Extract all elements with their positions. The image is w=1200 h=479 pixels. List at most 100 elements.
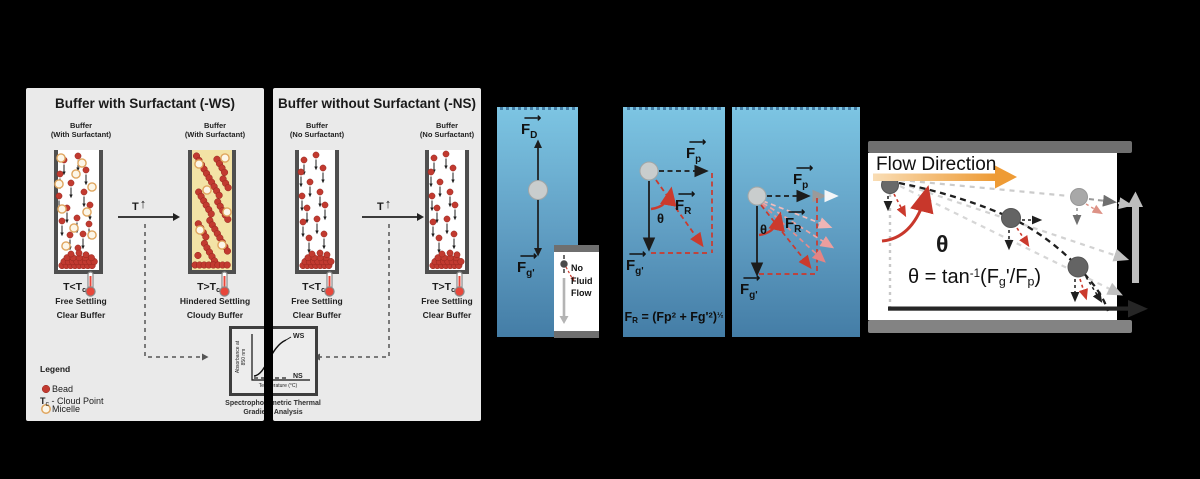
vertical-displacement-arrow bbox=[1127, 191, 1143, 283]
resultant-force-label: ⟶ FR bbox=[785, 205, 806, 235]
temp-condition-label: T>Tc bbox=[432, 281, 455, 294]
particle-bead bbox=[528, 180, 548, 200]
ws-curve-label: WS bbox=[293, 333, 305, 340]
fr-variant-arrow bbox=[762, 200, 833, 229]
settling-red-arrow bbox=[565, 266, 575, 282]
force-panel-b-graphics bbox=[639, 161, 713, 254]
thermometer-icon bbox=[85, 271, 230, 297]
force-panel-a-graphics bbox=[528, 139, 548, 257]
theta-arc bbox=[650, 186, 677, 211]
flow-channel-graphics bbox=[868, 141, 1148, 333]
legend-item-cloud-point: Tc - Cloud Point bbox=[40, 396, 104, 408]
temperature-ramp-label: T↑ bbox=[377, 196, 392, 213]
vector-arrow-icon: ⟶ bbox=[796, 161, 814, 175]
buffer-state-label: Clear Buffer bbox=[422, 310, 472, 320]
bead-scatter bbox=[297, 151, 335, 270]
vector-arrow-icon: ⟶ bbox=[629, 247, 647, 261]
ws-panel: Buffer with Surfactant (-WS) Buffer (Wit… bbox=[26, 88, 264, 421]
no-flow-graphics bbox=[559, 255, 575, 324]
tube-label: Buffer (With Surfactant) bbox=[184, 121, 246, 139]
inset-caption: Spectrophotometric Thermal Gradient Anal… bbox=[225, 400, 321, 416]
resultant-formula: FR = (Fp2 + Fg'2)½ bbox=[624, 310, 724, 326]
channel-wall-bottom bbox=[868, 320, 1132, 333]
force-panel-c-graphics bbox=[747, 186, 839, 277]
perpendicular-force-label: ⟶ Fp bbox=[793, 161, 814, 191]
gravity-force-label: ⟶ Fg' bbox=[626, 247, 647, 277]
tube-label: Buffer (No Surfactant) bbox=[289, 121, 345, 139]
buffer-state-label: Clear Buffer bbox=[292, 310, 342, 320]
channel-bottom-arrow bbox=[888, 300, 1148, 318]
temperature-ramp-label: T↑ bbox=[132, 196, 147, 213]
flow-direction-arrow bbox=[873, 165, 1017, 189]
channel-wall-top bbox=[868, 141, 1132, 153]
perpendicular-force-label: ⟶ Fp bbox=[686, 135, 707, 165]
settling-state-label: Hindered Settling bbox=[179, 296, 251, 306]
force-panel-angles: ⟶ Fp ⟶ FR ⟶ Fg' θ bbox=[732, 107, 860, 337]
buffer-state-label: Clear Buffer bbox=[56, 310, 106, 320]
ns-panel-title: Buffer without Surfactant (-NS) bbox=[278, 96, 476, 111]
theta-arc bbox=[881, 185, 934, 243]
particle-bead bbox=[1001, 208, 1021, 228]
dashed-connector bbox=[144, 224, 209, 361]
ws-panel-graphics bbox=[41, 150, 236, 414]
vector-arrow-icon: ⟶ bbox=[524, 111, 542, 125]
inset-xlabel: Temperature (°C) bbox=[258, 383, 298, 389]
settling-gray-arrow bbox=[559, 278, 569, 324]
bead-scatter bbox=[427, 150, 465, 270]
tube-label: Buffer (No Surfactant) bbox=[419, 121, 475, 139]
inset-ylabel: Absorbance at 850 nm bbox=[235, 340, 247, 374]
flow-direction-label: Flow Direction bbox=[876, 154, 997, 175]
fr-variant-arrow bbox=[762, 202, 835, 249]
temp-condition-label: T<Tc bbox=[63, 281, 86, 294]
up-arrow-icon: ↑ bbox=[139, 196, 147, 211]
vector-arrow-icon: ⟶ bbox=[689, 135, 707, 149]
bead-resultant-arrow bbox=[893, 193, 907, 218]
channel-wall bbox=[554, 331, 599, 338]
legend-bead-icon bbox=[41, 384, 51, 394]
theta-label: θ bbox=[760, 222, 768, 237]
deflection-angle-formula: θ = tan-1(Fg'/Fp) bbox=[908, 266, 1042, 289]
theta-arc bbox=[758, 211, 785, 237]
ns-curve-label: NS bbox=[293, 373, 303, 380]
vector-arrow-icon: ⟶ bbox=[678, 187, 696, 201]
bead-resultant-arrow bbox=[1085, 203, 1103, 215]
resultant-force-label: ⟶ FR bbox=[675, 187, 696, 217]
particle-bead bbox=[1067, 256, 1089, 278]
buffer-state-label: Cloudy Buffer bbox=[186, 310, 244, 320]
legend-title: Legend bbox=[40, 364, 71, 374]
force-parallelogram bbox=[651, 173, 713, 254]
tube-ns-cold bbox=[295, 150, 339, 274]
particle-bead-faded bbox=[1070, 188, 1088, 206]
particle-bead bbox=[639, 161, 659, 181]
theta-label: θ bbox=[657, 211, 665, 226]
trajectory-shallow-tail bbox=[1117, 197, 1133, 210]
bead-scatter bbox=[191, 152, 232, 269]
settling-state-label: Free Settling bbox=[421, 296, 473, 306]
vector-arrow-icon: ⟶ bbox=[788, 205, 806, 219]
ns-panel: Buffer without Surfactant (-NS) Buffer (… bbox=[273, 88, 481, 421]
settling-state-label: Free Settling bbox=[291, 296, 343, 306]
temp-condition-label: T<Tc bbox=[302, 281, 325, 294]
tube-ns-hot bbox=[425, 150, 469, 274]
fr-variant-arrow bbox=[761, 203, 826, 263]
trajectory-shallow-end bbox=[1088, 194, 1117, 207]
theta-label: θ bbox=[936, 231, 949, 257]
force-panel-resultant: ⟶ Fp ⟶ FR ⟶ Fg' θ FR = (Fp2 + Fg'2)½ bbox=[623, 107, 725, 337]
ns-panel-graphics bbox=[295, 150, 469, 361]
legend-micelle-icon bbox=[41, 404, 51, 414]
bead-scatter bbox=[54, 152, 98, 270]
settling-state-label: Free Settling bbox=[55, 296, 107, 306]
ws-panel-title: Buffer with Surfactant (-WS) bbox=[55, 96, 235, 111]
particle-bead bbox=[560, 260, 568, 268]
trajectory-actual bbox=[898, 181, 1110, 312]
up-arrow-icon: ↑ bbox=[384, 196, 392, 211]
vector-arrow-icon: ⟶ bbox=[520, 249, 538, 263]
axes bbox=[251, 334, 310, 381]
no-fluid-flow-inset: No Fluid Flow bbox=[554, 245, 599, 338]
thermometer-icon bbox=[324, 271, 465, 297]
channel-wall bbox=[554, 245, 599, 252]
vector-arrow-icon: ⟶ bbox=[743, 271, 761, 285]
no-flow-label: No Fluid Flow bbox=[571, 263, 593, 298]
legend-item-bead: Bead bbox=[52, 384, 74, 394]
